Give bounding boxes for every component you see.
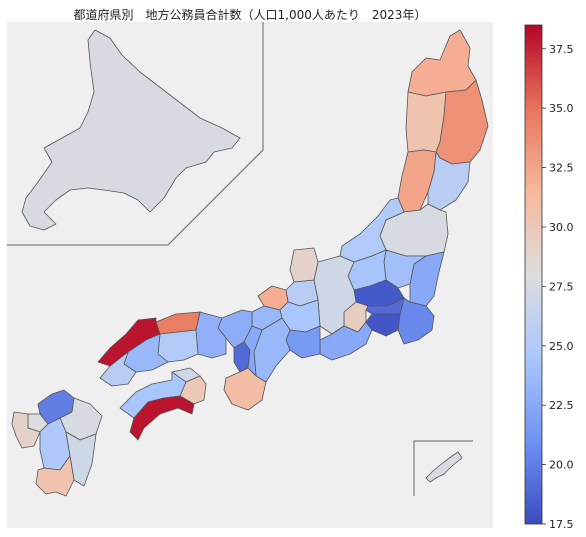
prefecture-ishikawa[interactable]: [289, 247, 319, 283]
prefecture-okinawa[interactable]: [425, 451, 463, 483]
prefecture-kagoshima[interactable]: [35, 455, 75, 497]
colorbar-tick-label: 37.5: [549, 43, 574, 56]
colorbar: [524, 24, 543, 525]
colorbar-tick-label: 20.0: [549, 459, 574, 472]
prefecture-hyogo[interactable]: [195, 311, 227, 359]
colorbar-tick-label: 17.5: [549, 518, 574, 531]
prefecture-hokkaido[interactable]: [21, 29, 241, 231]
prefecture-yamaguchi[interactable]: [99, 351, 137, 387]
okinawa-inset-frame: [413, 440, 473, 496]
colorbar-tick-label: 32.5: [549, 162, 574, 175]
colorbar-tick-label: 27.5: [549, 280, 574, 293]
prefecture-nara[interactable]: [243, 325, 263, 377]
colorbar-tick-label: 30.0: [549, 221, 574, 234]
map-title: 都道府県別 地方公務員合計数（人口1,000人あたり 2023年）: [73, 8, 427, 22]
prefecture-kochi[interactable]: [129, 395, 195, 441]
colorbar-tick-label: 35.0: [549, 102, 574, 115]
prefecture-miyagi[interactable]: [427, 151, 471, 211]
prefecture-wakayama[interactable]: [223, 367, 267, 411]
hokkaido-inset-frame: [7, 22, 264, 246]
colorbar-tick-label: 25.0: [549, 340, 574, 353]
prefecture-yamagata[interactable]: [397, 149, 437, 213]
prefecture-nagasaki[interactable]: [11, 411, 41, 449]
prefecture-layer: [11, 29, 489, 497]
colorbar-tick-label: 22.5: [549, 399, 574, 412]
colorbar-ticks: 17.5 20.0 22.5 25.0 27.5 30.0 32.5 35.0 37.5: [542, 43, 574, 531]
